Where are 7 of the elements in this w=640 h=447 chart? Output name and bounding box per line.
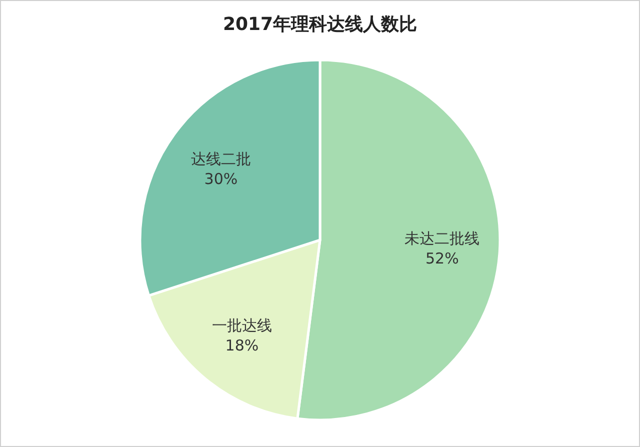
data-label: 52% bbox=[425, 250, 459, 268]
slice-label: 一批达线 bbox=[212, 316, 272, 334]
slice-label: 达线二批 bbox=[190, 150, 251, 168]
slice-label: 未达二批线 bbox=[404, 230, 480, 248]
chart-title: 2017年理科达线人数比 bbox=[222, 14, 418, 35]
data-label: 30% bbox=[204, 170, 238, 188]
data-label: 18% bbox=[225, 336, 259, 354]
